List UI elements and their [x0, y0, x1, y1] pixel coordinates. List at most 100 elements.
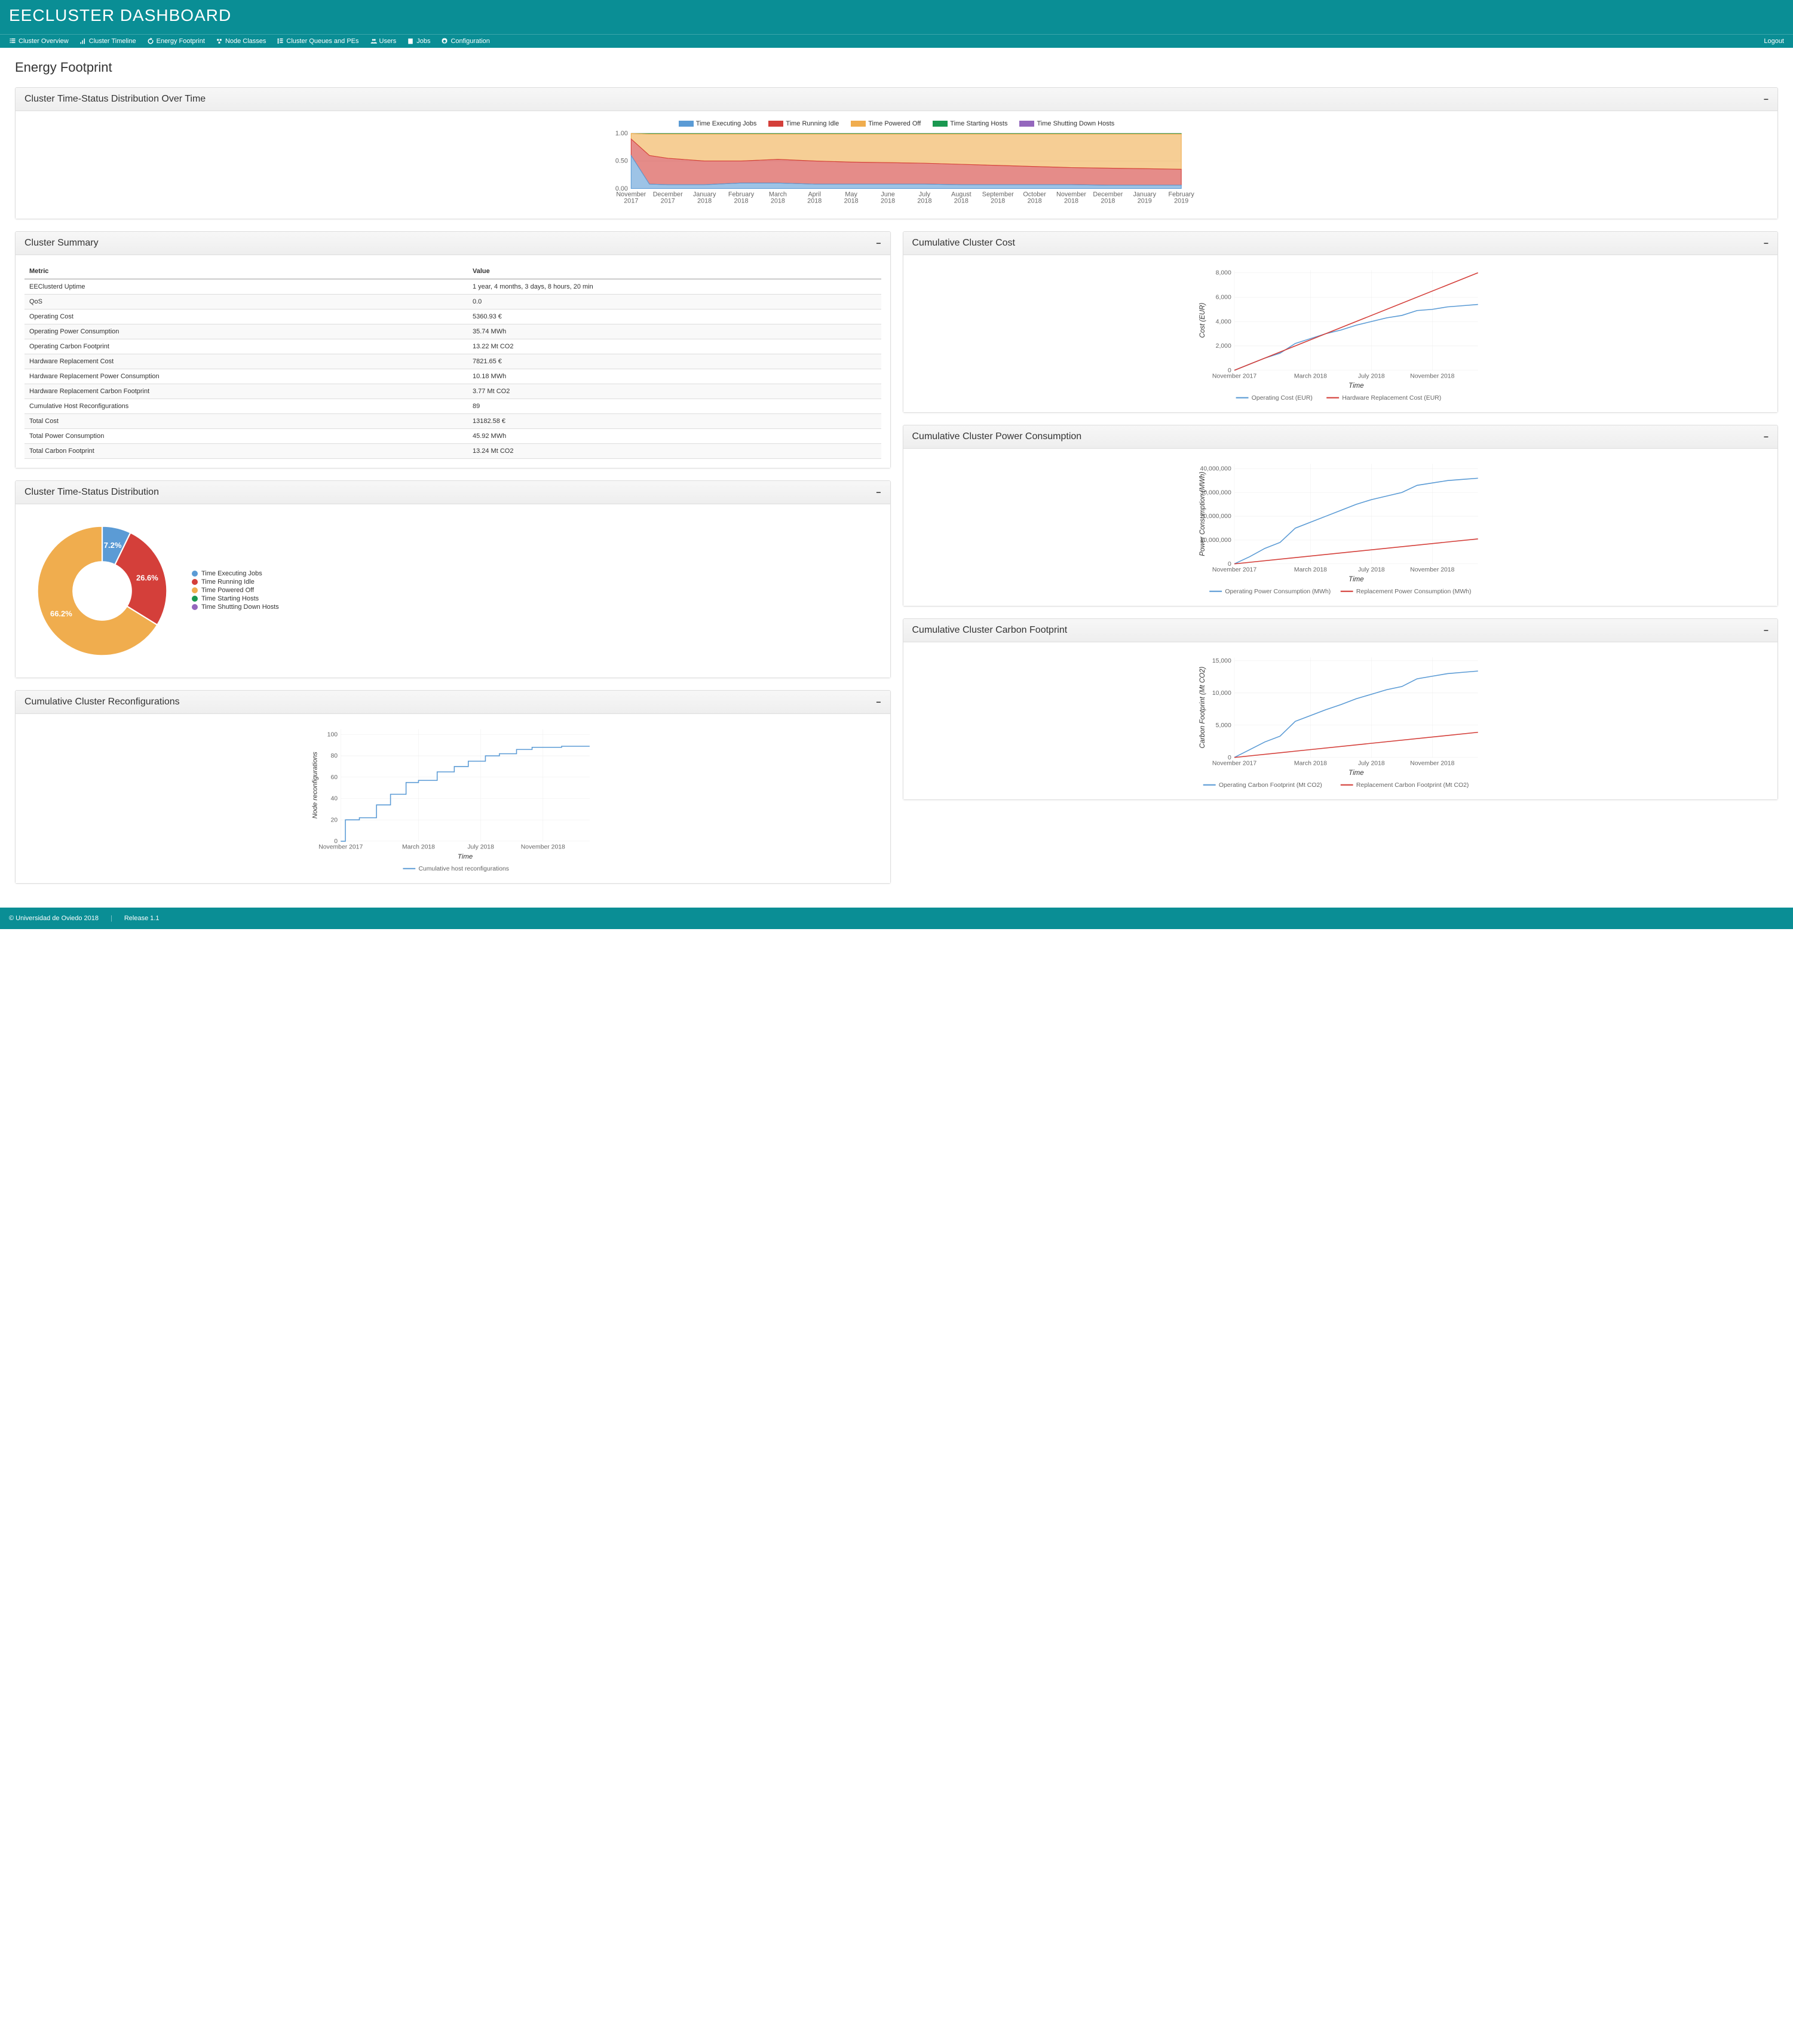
svg-text:November 2018: November 2018	[1410, 760, 1454, 767]
nav-label: Users	[379, 38, 397, 45]
legend-item: Time Shutting Down Hosts	[1019, 120, 1114, 127]
carbon-chart: 05,00010,00015,000November 2017March 201…	[912, 651, 1769, 789]
nav-label: Configuration	[450, 38, 489, 45]
svg-text:2017: 2017	[624, 197, 638, 204]
svg-text:66.2%: 66.2%	[50, 609, 72, 618]
svg-text:Time: Time	[1348, 770, 1363, 777]
svg-text:100: 100	[327, 731, 338, 738]
panel-title: Cluster Summary	[24, 238, 99, 249]
collapse-icon[interactable]: −	[876, 488, 881, 497]
svg-text:80: 80	[330, 753, 338, 759]
col-header: Value	[468, 264, 881, 279]
svg-text:Hardware Replacement Cost (EUR: Hardware Replacement Cost (EUR)	[1342, 395, 1441, 402]
collapse-icon[interactable]: −	[1764, 94, 1769, 104]
cost-chart: 02,0004,0006,0008,000November 2017March …	[912, 264, 1769, 402]
svg-text:2019: 2019	[1174, 197, 1188, 204]
svg-text:March 2018: March 2018	[402, 844, 435, 850]
nav-item-configuration[interactable]: Configuration	[441, 38, 489, 45]
svg-text:Operating Carbon Footprint (Mt: Operating Carbon Footprint (Mt CO2)	[1218, 782, 1322, 789]
panel-reconfigurations: Cumulative Cluster Reconfigurations − 02…	[15, 690, 891, 884]
metric-cell: Operating Cost	[24, 309, 468, 324]
collapse-icon[interactable]: −	[1764, 432, 1769, 442]
nav-label: Node Classes	[225, 38, 266, 45]
svg-text:March 2018: March 2018	[1294, 566, 1326, 573]
svg-text:November 2017: November 2017	[1212, 373, 1256, 379]
collapse-icon[interactable]: −	[1764, 238, 1769, 248]
area-chart: 0.000.501.00November2017December2017Janu…	[24, 130, 1769, 208]
collapse-icon[interactable]: −	[876, 238, 881, 248]
svg-text:Replacement Carbon Footprint (: Replacement Carbon Footprint (Mt CO2)	[1356, 782, 1469, 789]
svg-text:Operating Cost (EUR): Operating Cost (EUR)	[1251, 395, 1312, 402]
refresh-icon	[147, 38, 154, 45]
metric-cell: Total Carbon Footprint	[24, 444, 468, 459]
nav-item-users[interactable]: Users	[370, 38, 397, 45]
collapse-icon[interactable]: −	[876, 697, 881, 707]
footer: © Universidad de Oviedo 2018 | Release 1…	[0, 908, 1793, 929]
svg-text:Carbon Footprint (Mt CO2): Carbon Footprint (Mt CO2)	[1199, 667, 1206, 749]
svg-text:2017: 2017	[661, 197, 675, 204]
svg-text:2018: 2018	[771, 197, 785, 204]
svg-text:0.50: 0.50	[615, 158, 628, 165]
metric-cell: Hardware Replacement Power Consumption	[24, 369, 468, 384]
jobs-icon	[407, 38, 414, 45]
nav-item-cluster-queues-and-pes[interactable]: Cluster Queues and PEs	[277, 38, 358, 45]
svg-text:6,000: 6,000	[1215, 294, 1231, 301]
nav-item-node-classes[interactable]: Node Classes	[216, 38, 266, 45]
svg-text:March 2018: March 2018	[1294, 760, 1326, 767]
nav-item-cluster-timeline[interactable]: Cluster Timeline	[79, 38, 136, 45]
value-cell: 5360.93 €	[468, 309, 881, 324]
svg-text:2018: 2018	[1101, 197, 1115, 204]
nav-label: Cluster Queues and PEs	[286, 38, 358, 45]
release-label: Release 1.1	[124, 915, 160, 922]
nav-label: Energy Footprint	[157, 38, 205, 45]
metric-cell: Operating Power Consumption	[24, 324, 468, 339]
list-icon	[9, 38, 16, 45]
panel-power: Cumulative Cluster Power Consumption − 0…	[903, 425, 1779, 606]
summary-table: MetricValueEEClusterd Uptime1 year, 4 mo…	[24, 264, 881, 459]
panel-time-status-over-time: Cluster Time-Status Distribution Over Ti…	[15, 87, 1778, 219]
metric-cell: Hardware Replacement Cost	[24, 354, 468, 369]
nav-label: Jobs	[416, 38, 430, 45]
value-cell: 13182.58 €	[468, 414, 881, 429]
svg-text:40: 40	[330, 796, 338, 802]
legend-item: Time Executing Jobs	[192, 570, 279, 577]
svg-text:4,000: 4,000	[1215, 318, 1231, 325]
table-row: Hardware Replacement Cost7821.65 €	[24, 354, 881, 369]
value-cell: 1 year, 4 months, 3 days, 8 hours, 20 mi…	[468, 279, 881, 295]
svg-text:Operating Power Consumption (M: Operating Power Consumption (MWh)	[1225, 589, 1331, 595]
copyright: © Universidad de Oviedo 2018	[9, 915, 99, 922]
header: EECLUSTER DASHBOARD	[0, 0, 1793, 34]
svg-text:2018: 2018	[697, 197, 712, 204]
value-cell: 0.0	[468, 295, 881, 309]
svg-text:1.00: 1.00	[615, 130, 628, 137]
metric-cell: Cumulative Host Reconfigurations	[24, 399, 468, 414]
svg-text:Time: Time	[1348, 576, 1363, 583]
table-row: QoS0.0	[24, 295, 881, 309]
page-title: Energy Footprint	[15, 60, 1778, 75]
table-row: Total Power Consumption45.92 MWh	[24, 429, 881, 444]
reconfig-chart: 020406080100November 2017March 2018July …	[24, 723, 881, 872]
legend-item: Time Shutting Down Hosts	[192, 603, 279, 611]
nav-item-jobs[interactable]: Jobs	[407, 38, 430, 45]
table-row: Total Carbon Footprint13.24 Mt CO2	[24, 444, 881, 459]
legend-item: Time Executing Jobs	[679, 120, 757, 127]
nav-label: Cluster Timeline	[89, 38, 136, 45]
metric-cell: Total Cost	[24, 414, 468, 429]
svg-text:Cumulative host reconfiguratio: Cumulative host reconfigurations	[418, 866, 509, 872]
nav-item-cluster-overview[interactable]: Cluster Overview	[9, 38, 69, 45]
nav-item-energy-footprint[interactable]: Energy Footprint	[147, 38, 205, 45]
col-header: Metric	[24, 264, 468, 279]
svg-text:2018: 2018	[807, 197, 822, 204]
svg-text:Power Consumption (MWh): Power Consumption (MWh)	[1199, 471, 1206, 556]
logout-link[interactable]: Logout	[1764, 38, 1784, 45]
metric-cell: Hardware Replacement Carbon Footprint	[24, 384, 468, 399]
collapse-icon[interactable]: −	[1764, 626, 1769, 635]
table-row: Total Cost13182.58 €	[24, 414, 881, 429]
legend-item: Time Running Idle	[192, 578, 279, 586]
svg-text:July 2018: July 2018	[1358, 373, 1385, 379]
legend-item: Time Starting Hosts	[192, 595, 279, 602]
svg-text:Time: Time	[458, 853, 473, 860]
table-row: Operating Cost5360.93 €	[24, 309, 881, 324]
panel-time-status-dist: Cluster Time-Status Distribution − 7.2%2…	[15, 480, 891, 678]
svg-text:2018: 2018	[917, 197, 931, 204]
